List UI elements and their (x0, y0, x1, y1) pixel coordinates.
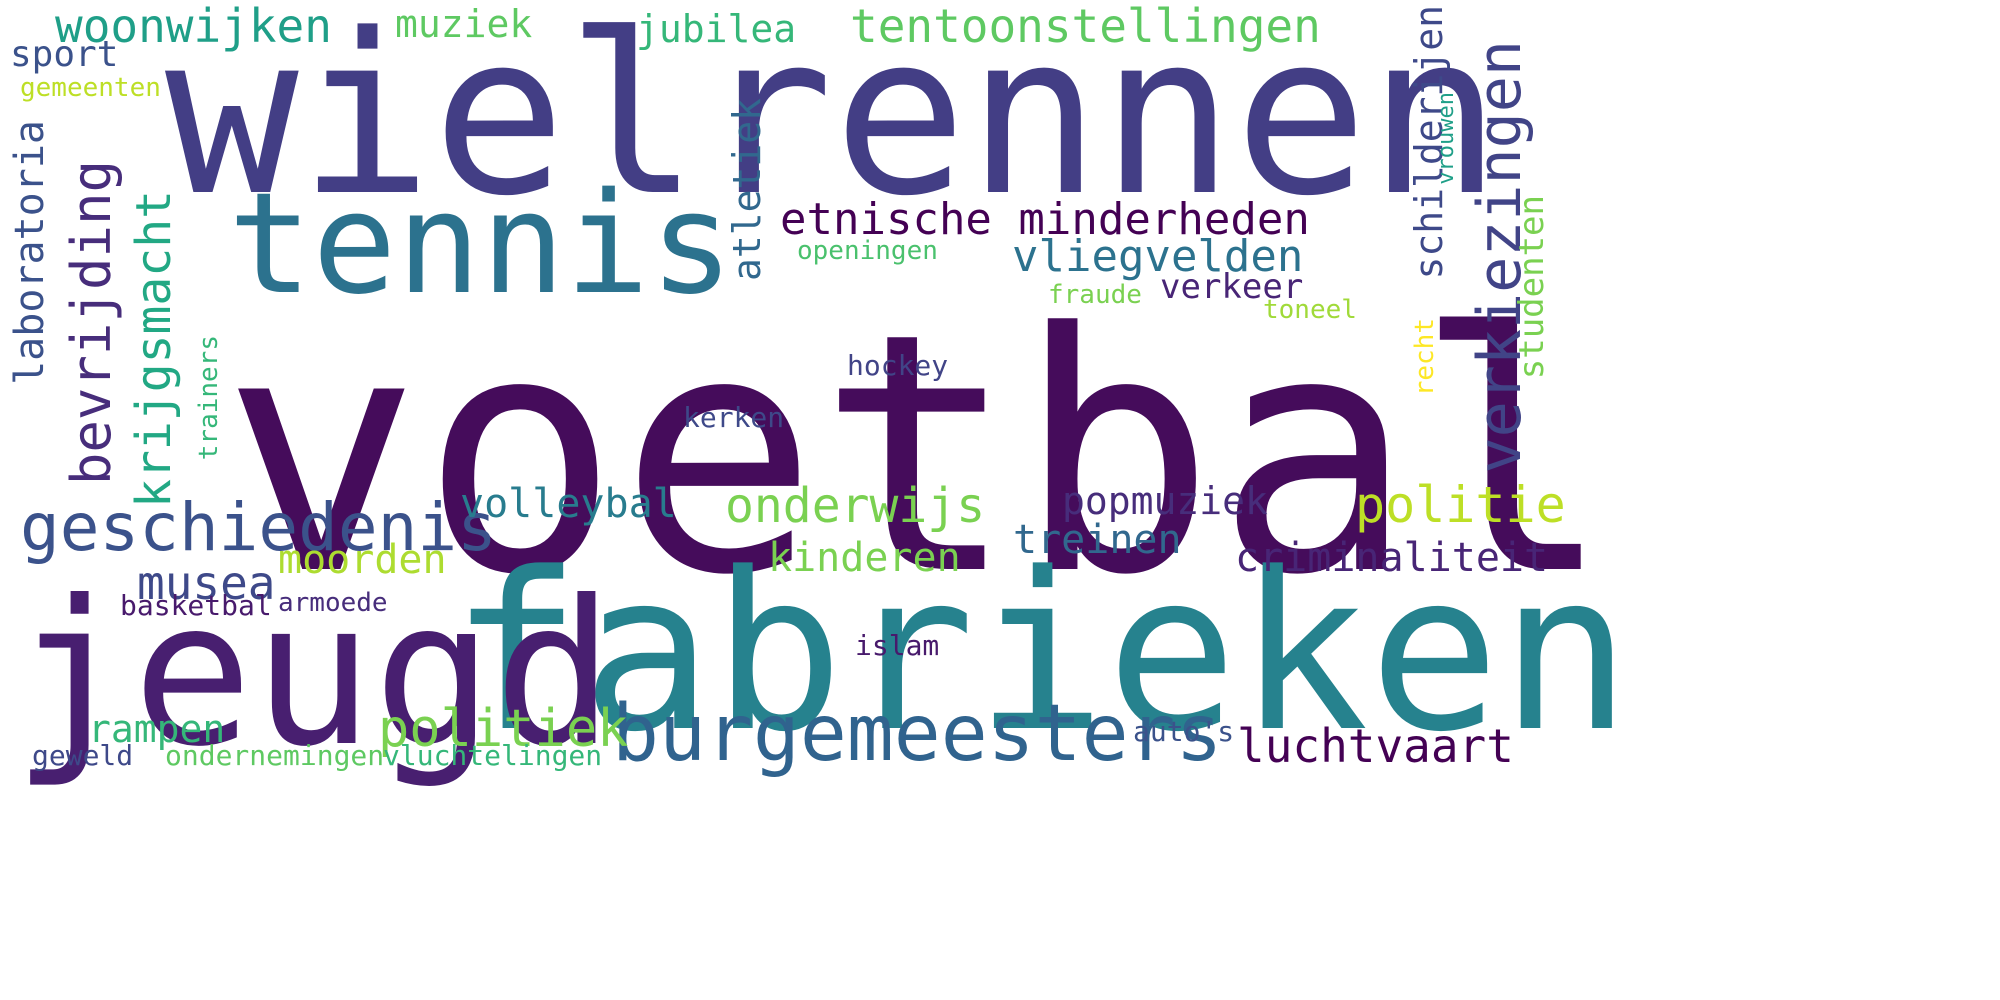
word-muziek: muziek (395, 2, 533, 46)
word-ondernemingen: ondernemingen (165, 739, 385, 772)
word-toneel: toneel (1263, 295, 1357, 325)
word-rampen: rampen (88, 707, 226, 751)
word-etnische-minderheden: etnische minderheden (780, 194, 1310, 245)
word-recht: recht (1410, 318, 1440, 397)
word-politie: politie (1355, 476, 1566, 534)
word-openingen: openingen (797, 236, 938, 266)
word-basketbal: basketbal (120, 589, 272, 622)
word-onderwijs: onderwijs (725, 478, 986, 534)
word-kinderen: kinderen (768, 535, 961, 581)
word-criminaliteit: criminaliteit (1235, 535, 1549, 581)
word-moorden: moorden (278, 537, 447, 583)
word-burgemeesters: burgemeesters (612, 689, 1223, 779)
word-treinen: treinen (1013, 517, 1182, 563)
word-atletiek: atletiek (725, 98, 769, 282)
word-vliegvelden: vliegvelden (1012, 231, 1304, 282)
word-gemeenten: gemeenten (20, 73, 161, 103)
word-popmuziek: popmuziek (1062, 479, 1268, 523)
word-vluchtelingen: vluchtelingen (383, 739, 603, 772)
word-tentoonstellingen: tentoonstellingen (850, 0, 1321, 53)
word-armoede: armoede (278, 588, 388, 618)
word-sport: sport (10, 34, 119, 75)
word-jubilea: jubilea (636, 7, 797, 51)
word-verkeer: verkeer (1160, 267, 1304, 307)
word-geweld: geweld (32, 739, 134, 772)
word-tennis: tennis (228, 163, 734, 326)
word-auto-s: auto's (1133, 715, 1235, 748)
word-musea: musea (137, 556, 276, 610)
word-jeugd: jeugd (12, 558, 615, 791)
word-fraude: fraude (1048, 280, 1142, 310)
word-geschiedenis: geschiedenis (20, 489, 497, 566)
word-vrouwen: vrouwen (1434, 92, 1459, 185)
word-hockey: hockey (847, 349, 949, 382)
word-krijgsmacht: krijgsmacht (126, 190, 182, 508)
word-trainers: trainers (194, 335, 224, 461)
word-islam: islam (855, 629, 940, 662)
word-luchtvaart: luchtvaart (1237, 719, 1514, 773)
word-woonwijken: woonwijken (55, 0, 332, 53)
word-voetbal: voetbal (222, 263, 1613, 647)
word-fabrieken: fabrieken (450, 527, 1632, 780)
word-laboratoria: laboratoria (7, 120, 53, 385)
word-wielrennen: wielrennen (165, 0, 1502, 245)
word-bevrijding: bevrijding (60, 160, 123, 486)
word-kerken: kerken (683, 401, 785, 434)
word-politiek: politiek (378, 699, 629, 759)
word-volleybal: volleybal (460, 481, 677, 527)
word-studenten: studenten (1512, 195, 1552, 380)
